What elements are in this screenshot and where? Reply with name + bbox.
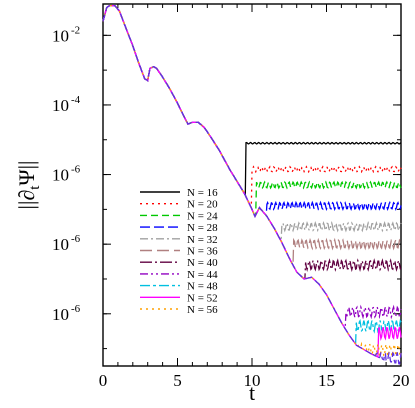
- y-tick-exponent: -6: [71, 233, 81, 245]
- y-tick-exponent: -6: [71, 164, 81, 176]
- series-line: [102, 5, 402, 347]
- legend-entry-label: N = 36: [187, 246, 218, 258]
- series-line: [102, 5, 402, 365]
- legend-entry-label: N = 56: [187, 304, 218, 316]
- legend-entry-label: N = 52: [187, 292, 218, 304]
- y-label-psi: Ψ: [14, 169, 39, 186]
- x-tick-label: 15: [318, 371, 335, 390]
- y-label-partial: ∂: [14, 190, 39, 201]
- legend-entry-label: N = 28: [187, 222, 218, 234]
- y-axis-label: ||∂tΨ||: [14, 161, 43, 210]
- y-label-delim-left: ||: [14, 201, 39, 210]
- legend-entry-label: N = 44: [187, 269, 218, 281]
- series-line: [102, 5, 402, 359]
- x-tick-label: 20: [393, 371, 410, 390]
- x-tick-label: 0: [99, 371, 108, 390]
- series-line: [102, 5, 402, 331]
- legend-entry-label: N = 48: [187, 281, 218, 293]
- legend-entry-label: N = 40: [187, 257, 218, 269]
- legend: N = 16N = 20N = 24N = 28N = 32N = 36N = …: [140, 187, 218, 316]
- series-layer: [102, 5, 402, 365]
- y-tick-exponent: -4: [71, 94, 81, 106]
- y-tick-exponent: -6: [71, 303, 81, 315]
- legend-entry-label: N = 20: [187, 199, 218, 211]
- y-tick-label: 10: [52, 166, 69, 185]
- legend-entry-label: N = 16: [187, 187, 218, 199]
- series-line: [102, 5, 402, 196]
- x-tick-label: 10: [244, 371, 261, 390]
- series-line: [102, 5, 402, 209]
- series-line: [102, 5, 402, 268]
- y-tick-exponent: -2: [71, 24, 80, 36]
- x-tick-label: 5: [173, 371, 182, 390]
- x-axis-label: t: [249, 380, 255, 405]
- svg-text:||∂tΨ||: ||∂tΨ||: [14, 161, 43, 210]
- y-label-delim-right: ||: [14, 161, 39, 170]
- y-tick-label: 10: [52, 96, 69, 115]
- legend-entry-label: N = 32: [187, 234, 218, 246]
- legend-entry-label: N = 24: [187, 210, 218, 222]
- y-tick-label: 10: [52, 235, 69, 254]
- y-tick-label: 10: [52, 305, 69, 324]
- y-tick-label: 10: [52, 26, 69, 45]
- y-label-sub: t: [27, 185, 43, 190]
- series-line: [102, 5, 402, 359]
